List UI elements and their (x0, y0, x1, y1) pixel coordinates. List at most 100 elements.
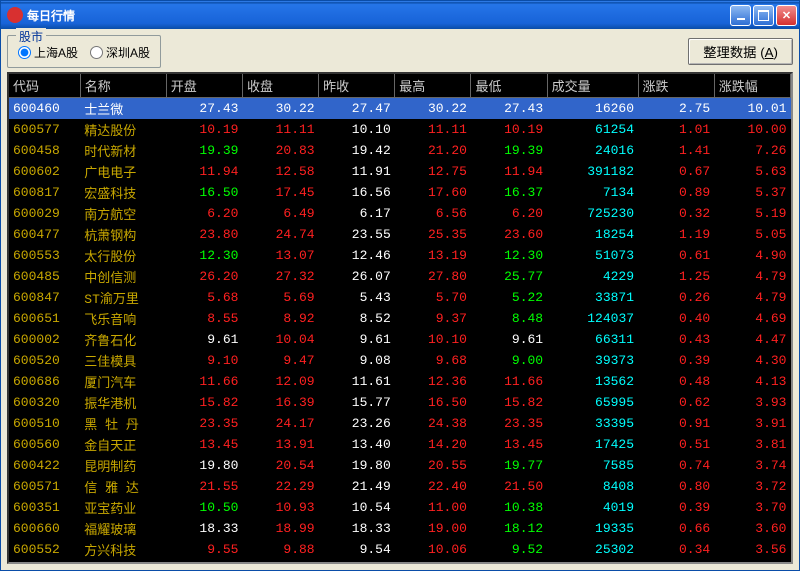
column-header[interactable]: 涨跌幅 (714, 74, 790, 98)
table-row[interactable]: 600591上海航空11.4011.9311.5212.0011.3564967… (9, 560, 791, 564)
column-header[interactable]: 收盘 (242, 74, 318, 98)
cell-low: 9.61 (471, 329, 547, 350)
table-row[interactable]: 600651飞乐音响8.558.928.529.378.481240370.40… (9, 308, 791, 329)
table-row[interactable]: 600553太行股份12.3013.0712.4613.1912.3051073… (9, 245, 791, 266)
cell-high: 17.60 (395, 182, 471, 203)
cell-change-pct: 5.63 (714, 161, 790, 182)
cell-change-pct: 4.30 (714, 350, 790, 371)
cell-prev: 12.46 (319, 245, 395, 266)
cell-high: 22.40 (395, 476, 471, 497)
table-row[interactable]: 600686厦门汽车11.6612.0911.6112.3611.6613562… (9, 371, 791, 392)
table-row[interactable]: 600422昆明制药19.8020.5419.8020.5519.7775850… (9, 455, 791, 476)
table-row[interactable]: 600351亚宝药业10.5010.9310.5411.0010.3840190… (9, 497, 791, 518)
table-row[interactable]: 600520三佳模具9.109.479.089.689.00393730.394… (9, 350, 791, 371)
maximize-button[interactable] (753, 5, 774, 26)
cell-low: 23.35 (471, 413, 547, 434)
cell-code: 600686 (9, 371, 80, 392)
cell-close: 12.09 (242, 371, 318, 392)
cell-change: 0.39 (638, 350, 714, 371)
cell-volume: 64967 (547, 560, 638, 564)
minimize-button[interactable] (730, 5, 751, 26)
cell-volume: 391182 (547, 161, 638, 182)
cell-close: 12.58 (242, 161, 318, 182)
column-header[interactable]: 最高 (395, 74, 471, 98)
cell-change-pct: 3.70 (714, 497, 790, 518)
table-row[interactable]: 600602广电电子11.9412.5811.9112.7511.9439118… (9, 161, 791, 182)
table-body: 600460士兰微27.4330.2227.4730.2227.43162602… (9, 98, 791, 565)
cell-low: 25.77 (471, 266, 547, 287)
column-header[interactable]: 代码 (9, 74, 80, 98)
cell-low: 9.52 (471, 539, 547, 560)
cell-volume: 66311 (547, 329, 638, 350)
table-row[interactable]: 600485中创信测26.2027.3226.0727.8025.7742291… (9, 266, 791, 287)
column-header[interactable]: 成交量 (547, 74, 638, 98)
cell-code: 600320 (9, 392, 80, 413)
cell-low: 11.35 (471, 560, 547, 564)
cell-volume: 25302 (547, 539, 638, 560)
table-row[interactable]: 600002齐鲁石化9.6110.049.6110.109.61663110.4… (9, 329, 791, 350)
table-row[interactable]: 600560金自天正13.4513.9113.4014.2013.4517425… (9, 434, 791, 455)
cell-prev: 9.54 (319, 539, 395, 560)
cell-volume: 61254 (547, 119, 638, 140)
column-header[interactable]: 涨跌 (638, 74, 714, 98)
cell-code: 600847 (9, 287, 80, 308)
cell-open: 11.66 (166, 371, 242, 392)
cell-name: 黑 牡 丹 (80, 413, 166, 434)
cell-change: 0.62 (638, 392, 714, 413)
table-row[interactable]: 600817宏盛科技16.5017.4516.5617.6016.3771340… (9, 182, 791, 203)
table-row[interactable]: 600320振华港机15.8216.3915.7716.5015.8265995… (9, 392, 791, 413)
cell-prev: 13.40 (319, 434, 395, 455)
cell-code: 600817 (9, 182, 80, 203)
cell-name: 信 雅 达 (80, 476, 166, 497)
cell-high: 11.00 (395, 497, 471, 518)
table-row[interactable]: 600460士兰微27.4330.2227.4730.2227.43162602… (9, 98, 791, 120)
cell-name: ST渝万里 (80, 287, 166, 308)
sort-data-button[interactable]: 整理数据 (A) (688, 38, 793, 65)
radio-shenzhen-input[interactable] (90, 46, 103, 59)
radio-shanghai-input[interactable] (18, 46, 31, 59)
cell-change-pct: 4.69 (714, 308, 790, 329)
cell-volume: 13562 (547, 371, 638, 392)
table-row[interactable]: 600510黑 牡 丹23.3524.1723.2624.3823.353339… (9, 413, 791, 434)
close-button[interactable] (776, 5, 797, 26)
stock-table-container[interactable]: 代码名称开盘收盘昨收最高最低成交量涨跌涨跌幅 600460士兰微27.4330.… (7, 72, 793, 564)
cell-name: 南方航空 (80, 203, 166, 224)
column-header[interactable]: 最低 (471, 74, 547, 98)
cell-name: 三佳模具 (80, 350, 166, 371)
cell-prev: 11.61 (319, 371, 395, 392)
titlebar[interactable]: 每日行情 (1, 1, 799, 29)
cell-change-pct: 3.93 (714, 392, 790, 413)
cell-volume: 51073 (547, 245, 638, 266)
radio-shanghai-a[interactable]: 上海A股 (18, 44, 78, 61)
cell-prev: 16.56 (319, 182, 395, 203)
cell-prev: 6.17 (319, 203, 395, 224)
cell-low: 19.77 (471, 455, 547, 476)
table-row[interactable]: 600552方兴科技9.559.889.5410.069.52253020.34… (9, 539, 791, 560)
table-row[interactable]: 600847ST渝万里5.685.695.435.705.22338710.26… (9, 287, 791, 308)
cell-name: 方兴科技 (80, 539, 166, 560)
table-row[interactable]: 600571信 雅 达21.5522.2921.4922.4021.508408… (9, 476, 791, 497)
cell-close: 13.07 (242, 245, 318, 266)
cell-change: 1.25 (638, 266, 714, 287)
cell-change-pct: 3.74 (714, 455, 790, 476)
column-header[interactable]: 名称 (80, 74, 166, 98)
cell-close: 24.17 (242, 413, 318, 434)
cell-prev: 10.10 (319, 119, 395, 140)
cell-prev: 19.42 (319, 140, 395, 161)
cell-change-pct: 3.56 (714, 560, 790, 564)
groupbox-label: 股市 (16, 28, 46, 45)
cell-change: 1.19 (638, 224, 714, 245)
table-row[interactable]: 600477杭萧钢构23.8024.7423.5525.3523.6018254… (9, 224, 791, 245)
cell-code: 600002 (9, 329, 80, 350)
cell-prev: 18.33 (319, 518, 395, 539)
cell-prev: 15.77 (319, 392, 395, 413)
column-header[interactable]: 昨收 (319, 74, 395, 98)
radio-shenzhen-a[interactable]: 深圳A股 (90, 44, 150, 61)
column-header[interactable]: 开盘 (166, 74, 242, 98)
table-row[interactable]: 600458时代新材19.3920.8319.4221.2019.3924016… (9, 140, 791, 161)
table-row[interactable]: 600660福耀玻璃18.3318.9918.3319.0018.1219335… (9, 518, 791, 539)
table-row[interactable]: 600029南方航空6.206.496.176.566.207252300.32… (9, 203, 791, 224)
table-row[interactable]: 600577精达股份10.1911.1110.1011.1110.1961254… (9, 119, 791, 140)
cell-high: 13.19 (395, 245, 471, 266)
cell-change-pct: 3.56 (714, 539, 790, 560)
